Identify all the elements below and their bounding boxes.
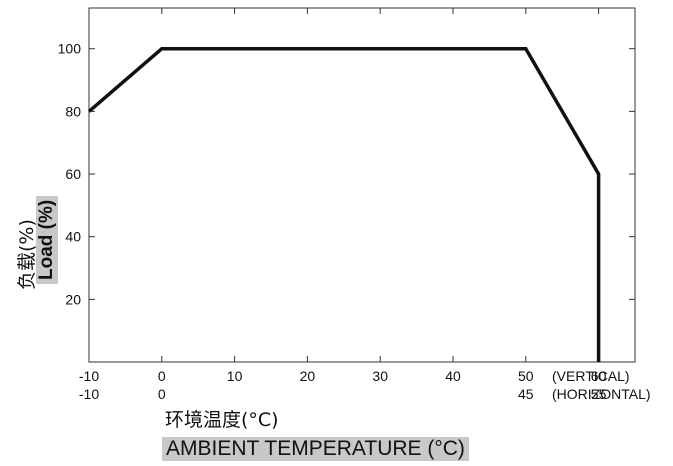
y-tick-label: 40 xyxy=(65,229,81,245)
y-tick-label: 60 xyxy=(65,166,81,182)
x-tick-label-vertical: 10 xyxy=(227,368,243,384)
x-axis-label-en: AMBIENT TEMPERATURE (°C) xyxy=(162,437,469,461)
x-tick-label-horizontal: 45 xyxy=(518,386,534,402)
x-tick-label-vertical: 60 xyxy=(591,368,607,384)
x-tick-label-vertical: 0 xyxy=(158,368,166,384)
y-tick-label: 20 xyxy=(65,291,81,307)
derating-curve xyxy=(87,46,601,362)
plot-frame xyxy=(88,7,636,363)
x-tick-label-vertical: -10 xyxy=(79,368,99,384)
x-tick-label-vertical: 30 xyxy=(372,368,388,384)
x-tick-label-horizontal: 55 xyxy=(591,386,607,402)
x-axis-label-cn: 环境温度(°C) xyxy=(165,409,279,431)
x-row-label-vertical: (VERTICAL) xyxy=(552,368,630,384)
y-tick-label: 80 xyxy=(65,103,81,119)
y-tick-label: 100 xyxy=(58,41,82,57)
x-tick-label-horizontal: -10 xyxy=(79,386,99,402)
x-tick-label-vertical: 50 xyxy=(518,368,534,384)
x-tick-label-horizontal: 0 xyxy=(158,386,166,402)
y-axis-label-en: Load (%) xyxy=(36,195,58,284)
x-row-label-horizontal: (HORIZONTAL) xyxy=(552,386,651,402)
x-tick-label-vertical: 40 xyxy=(445,368,461,384)
y-axis-label-cn: 负载(%) xyxy=(16,219,38,290)
x-tick-label-vertical: 20 xyxy=(300,368,316,384)
